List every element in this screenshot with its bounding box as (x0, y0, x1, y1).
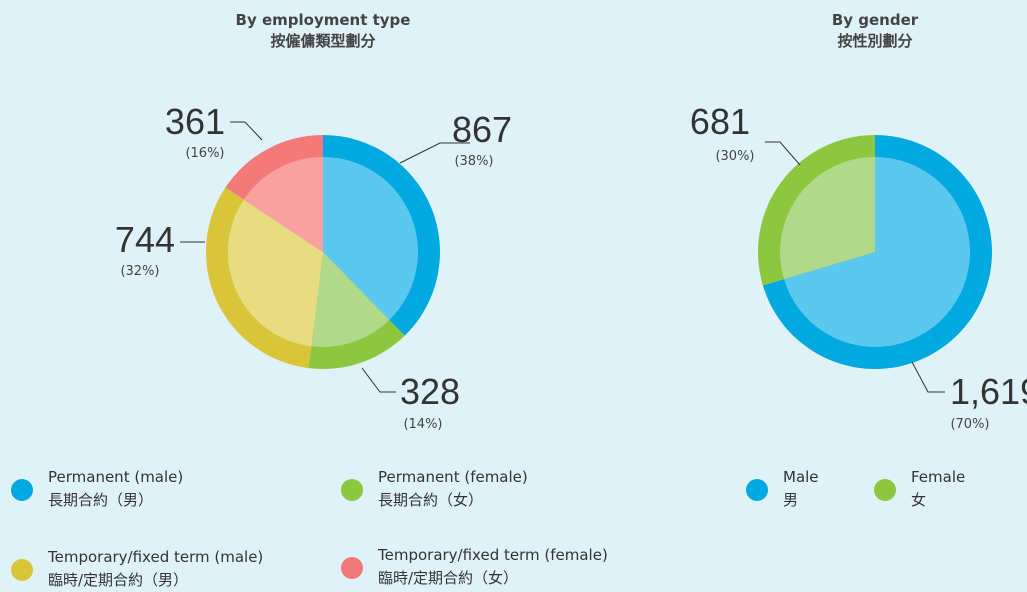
legend-label: Permanent (female) (378, 468, 528, 486)
legend-swatch (874, 479, 896, 501)
chart-subtitle: 按性別劃分 (837, 32, 912, 50)
value-label: 744 (115, 219, 175, 260)
leader-line (361, 367, 396, 393)
legend-label: Female (911, 468, 965, 486)
percent-label: (32%) (120, 264, 159, 279)
pie-slice-inner (783, 157, 971, 347)
leader-line (399, 142, 470, 164)
value-label: 1,619 (950, 371, 1027, 412)
pie-slice-inner (243, 157, 323, 252)
legend-swatch (341, 557, 363, 579)
legend-swatch (11, 559, 33, 581)
percent-label: (30%) (715, 149, 754, 164)
leader-line (911, 361, 945, 393)
value-label: 361 (165, 101, 225, 142)
value-label: 681 (690, 101, 750, 142)
chart-subtitle: 按僱傭類型劃分 (270, 32, 375, 50)
legend-swatch (11, 479, 33, 501)
percent-label: (14%) (403, 417, 442, 432)
pie-slice-inner (311, 252, 390, 348)
legend-label-zh: 長期合約（男） (48, 491, 153, 509)
value-label: 328 (400, 371, 460, 412)
legend-swatch (746, 479, 768, 501)
legend-label-zh: 女 (911, 491, 926, 509)
legend-label-zh: 長期合約（女） (378, 491, 483, 509)
leader-line (230, 121, 263, 141)
legend-label: Permanent (male) (48, 468, 183, 486)
legend-label-zh: 臨時/定期合約（女） (378, 569, 518, 587)
percent-label: (16%) (185, 146, 224, 161)
chart-title: By gender (832, 11, 919, 29)
legend-label: Male (783, 468, 819, 486)
legend-label: Temporary/fixed term (female) (377, 546, 608, 564)
leader-line (765, 141, 801, 166)
percent-label: (70%) (950, 417, 989, 432)
pie-slice-inner (227, 199, 323, 347)
value-label: 867 (452, 109, 512, 150)
legend-label-zh: 臨時/定期合約（男） (48, 571, 188, 589)
pie-slice-inner (780, 157, 875, 280)
percent-label: (38%) (454, 154, 493, 169)
legend-swatch (341, 479, 363, 501)
chart-title: By employment type (236, 11, 411, 29)
pie-slice-inner (323, 157, 419, 320)
legend-label-zh: 男 (783, 491, 798, 509)
legend-label: Temporary/fixed term (male) (47, 548, 263, 566)
